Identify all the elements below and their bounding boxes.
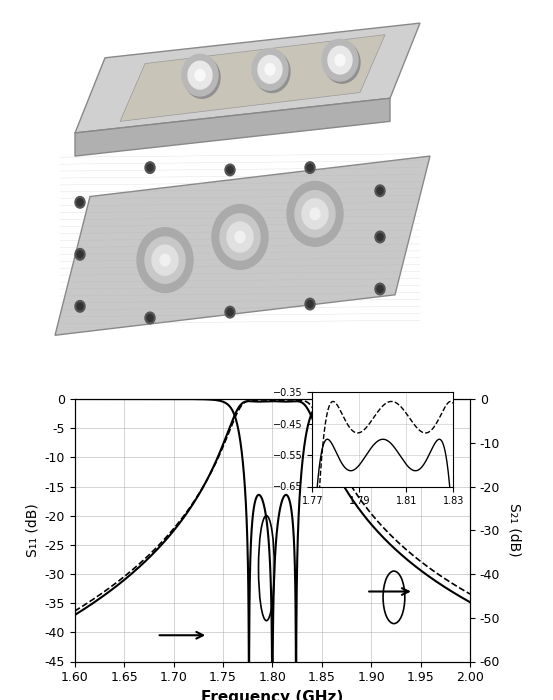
Polygon shape (75, 23, 420, 133)
Circle shape (152, 245, 178, 275)
Circle shape (307, 300, 313, 307)
Circle shape (310, 208, 320, 220)
Circle shape (225, 164, 235, 176)
Circle shape (184, 57, 220, 98)
Circle shape (377, 234, 383, 241)
Circle shape (195, 69, 205, 81)
Circle shape (145, 312, 155, 323)
Polygon shape (75, 98, 390, 156)
Circle shape (147, 164, 153, 171)
Circle shape (75, 300, 85, 312)
Circle shape (265, 64, 275, 75)
Circle shape (295, 190, 335, 237)
Circle shape (322, 39, 358, 81)
Circle shape (252, 48, 288, 90)
Circle shape (75, 197, 85, 208)
Circle shape (377, 188, 383, 194)
Circle shape (258, 55, 282, 83)
Circle shape (375, 284, 385, 295)
Circle shape (302, 199, 328, 229)
Polygon shape (120, 35, 385, 121)
Circle shape (77, 199, 83, 206)
Circle shape (305, 162, 315, 174)
Y-axis label: S₂₁ (dB): S₂₁ (dB) (507, 503, 521, 557)
Circle shape (145, 162, 155, 174)
Circle shape (182, 55, 218, 96)
Circle shape (77, 303, 83, 310)
Circle shape (377, 286, 383, 293)
Polygon shape (55, 156, 430, 335)
Circle shape (77, 251, 83, 258)
X-axis label: Frequency (GHz): Frequency (GHz) (201, 690, 343, 700)
Circle shape (145, 237, 185, 284)
Circle shape (212, 204, 268, 270)
Circle shape (287, 181, 343, 246)
Circle shape (254, 51, 290, 92)
Circle shape (324, 41, 360, 83)
Circle shape (375, 231, 385, 243)
Circle shape (328, 46, 352, 74)
Circle shape (227, 309, 233, 316)
Circle shape (227, 222, 253, 252)
Circle shape (335, 55, 345, 66)
Circle shape (307, 164, 313, 171)
Circle shape (220, 214, 260, 260)
Circle shape (147, 314, 153, 321)
Circle shape (160, 254, 170, 266)
Circle shape (235, 231, 245, 243)
Circle shape (225, 307, 235, 318)
Circle shape (375, 185, 385, 197)
Circle shape (137, 228, 193, 293)
Circle shape (75, 248, 85, 260)
Y-axis label: S₁₁ (dB): S₁₁ (dB) (25, 503, 39, 557)
Circle shape (305, 298, 315, 310)
Circle shape (227, 167, 233, 174)
Circle shape (188, 62, 212, 89)
